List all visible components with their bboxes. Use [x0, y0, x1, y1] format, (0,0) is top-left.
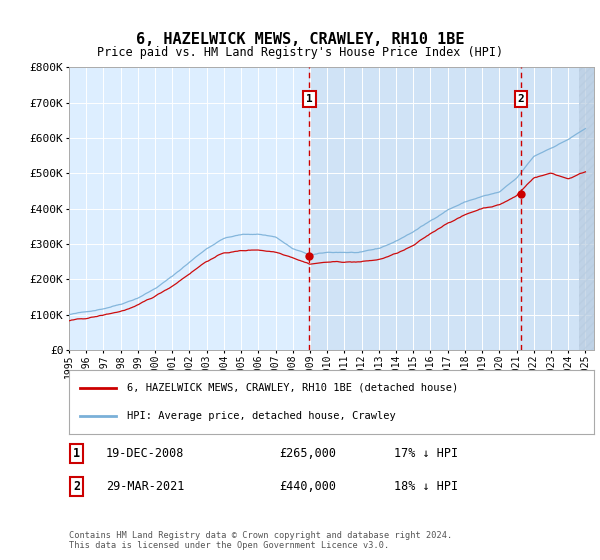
Text: 6, HAZELWICK MEWS, CRAWLEY, RH10 1BE: 6, HAZELWICK MEWS, CRAWLEY, RH10 1BE	[136, 32, 464, 46]
Text: Contains HM Land Registry data © Crown copyright and database right 2024.
This d: Contains HM Land Registry data © Crown c…	[69, 531, 452, 550]
Text: HPI: Average price, detached house, Crawley: HPI: Average price, detached house, Craw…	[127, 411, 395, 421]
Text: 1: 1	[73, 447, 80, 460]
Text: 18% ↓ HPI: 18% ↓ HPI	[395, 480, 458, 493]
Text: 1: 1	[306, 94, 313, 104]
Text: £440,000: £440,000	[279, 480, 336, 493]
Text: Price paid vs. HM Land Registry's House Price Index (HPI): Price paid vs. HM Land Registry's House …	[97, 46, 503, 59]
Text: 2: 2	[517, 94, 524, 104]
Text: 17% ↓ HPI: 17% ↓ HPI	[395, 447, 458, 460]
Text: £265,000: £265,000	[279, 447, 336, 460]
Text: 6, HAZELWICK MEWS, CRAWLEY, RH10 1BE (detached house): 6, HAZELWICK MEWS, CRAWLEY, RH10 1BE (de…	[127, 382, 458, 393]
Bar	[578, 67, 594, 350]
Bar	[310, 67, 594, 350]
Text: 19-DEC-2008: 19-DEC-2008	[106, 447, 184, 460]
Text: 29-MAR-2021: 29-MAR-2021	[106, 480, 184, 493]
Text: 2: 2	[73, 480, 80, 493]
